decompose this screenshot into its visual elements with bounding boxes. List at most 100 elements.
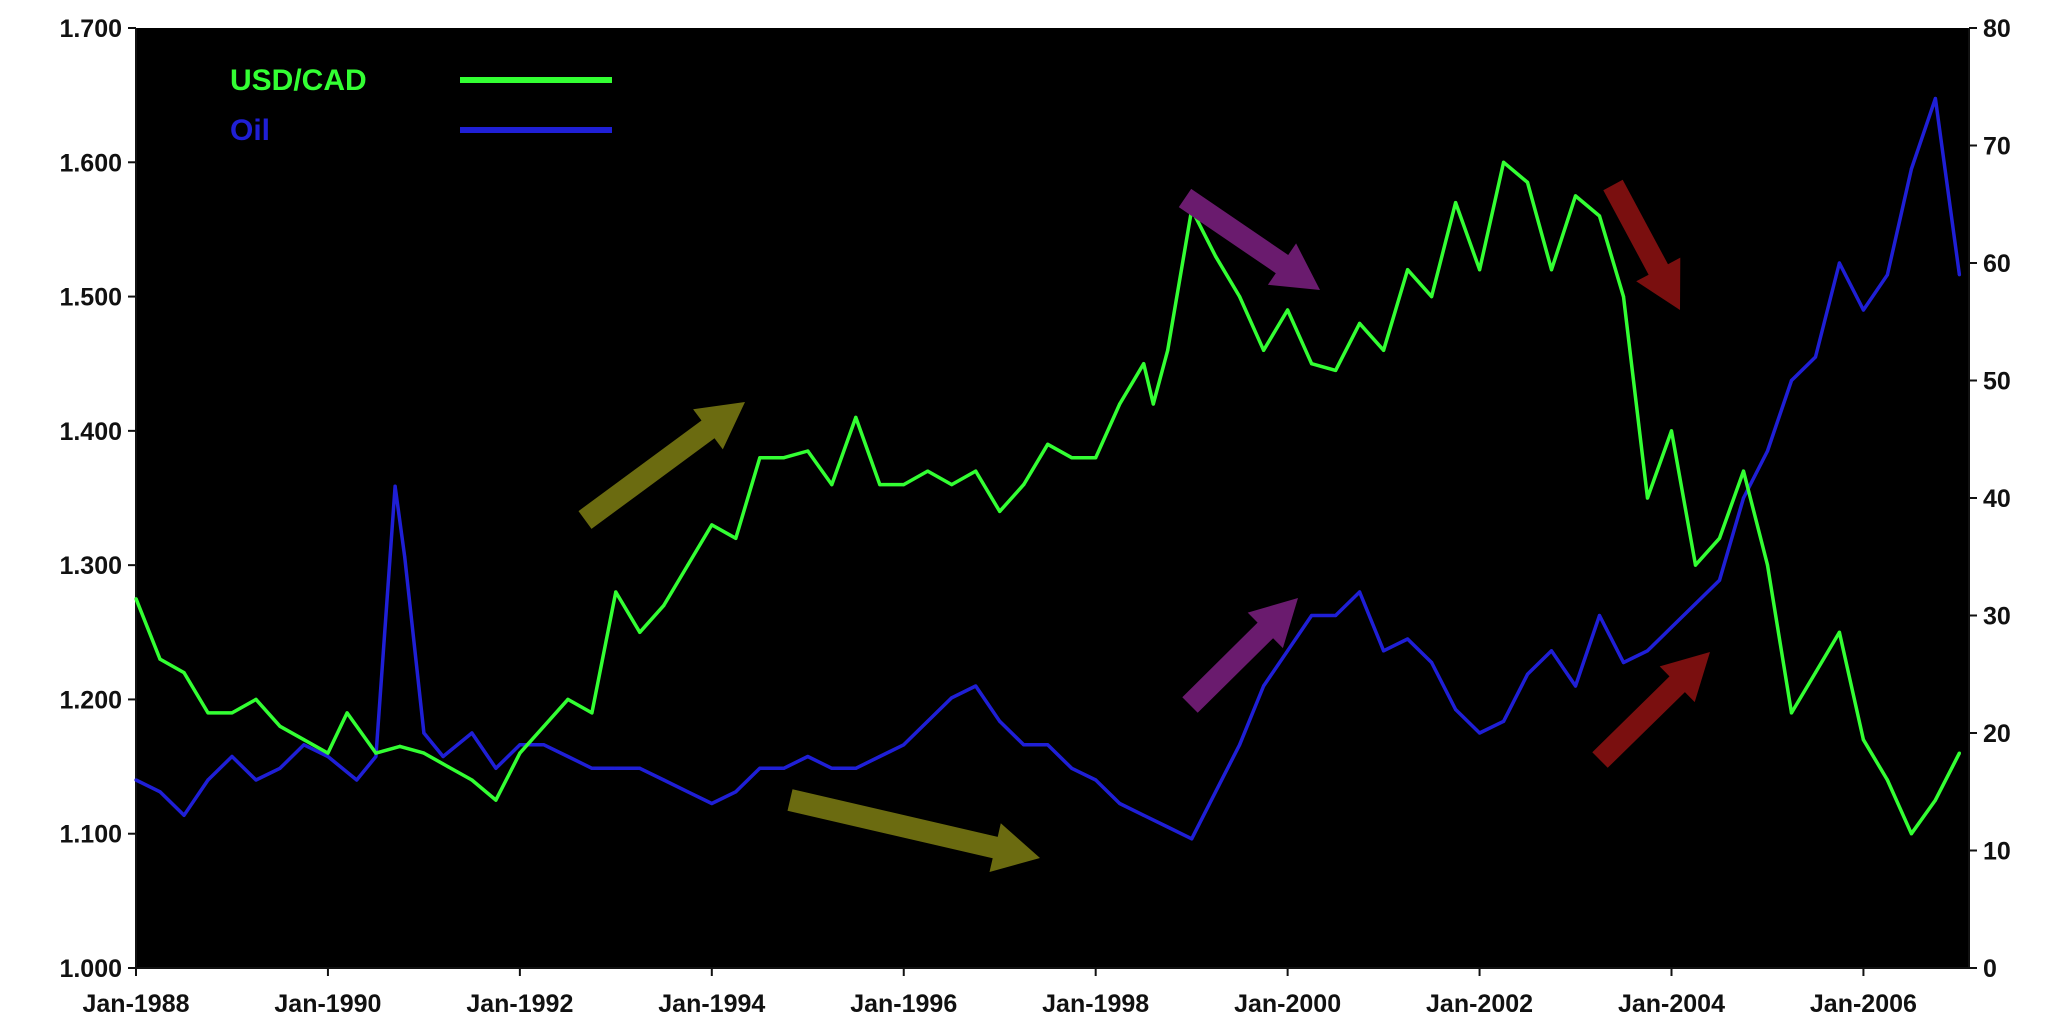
data-point-oil bbox=[1550, 649, 1553, 652]
data-point-usd-cad bbox=[1070, 456, 1073, 459]
data-point-usd-cad bbox=[590, 711, 593, 714]
y-right-tick-label: 0 bbox=[1983, 955, 1997, 983]
data-point-oil bbox=[182, 814, 185, 817]
data-point-oil bbox=[326, 755, 329, 758]
data-point-oil bbox=[1814, 355, 1817, 358]
data-point-usd-cad bbox=[446, 765, 449, 768]
data-point-oil bbox=[1286, 649, 1289, 652]
data-point-usd-cad bbox=[1334, 369, 1337, 372]
data-point-usd-cad bbox=[950, 483, 953, 486]
data-point-usd-cad bbox=[1598, 214, 1601, 217]
data-point-oil bbox=[1118, 802, 1121, 805]
data-point-usd-cad bbox=[566, 698, 569, 701]
data-point-oil bbox=[1742, 496, 1745, 499]
data-point-oil bbox=[1718, 579, 1721, 582]
data-point-oil bbox=[1190, 837, 1193, 840]
data-point-usd-cad bbox=[470, 778, 473, 781]
data-point-oil bbox=[1838, 261, 1841, 264]
data-point-usd-cad bbox=[734, 537, 737, 540]
data-point-usd-cad bbox=[1022, 483, 1025, 486]
data-point-usd-cad bbox=[1886, 778, 1889, 781]
data-point-usd-cad bbox=[974, 470, 977, 473]
legend-label: Oil bbox=[230, 114, 270, 147]
data-point-oil bbox=[1166, 825, 1169, 828]
y-left-tick-label: 1.400 bbox=[59, 418, 122, 446]
plot-area bbox=[136, 28, 1969, 968]
data-point-usd-cad bbox=[1142, 362, 1145, 365]
data-point-oil bbox=[1094, 778, 1097, 781]
data-point-oil bbox=[542, 743, 545, 746]
data-point-oil bbox=[1022, 743, 1025, 746]
x-tick-label: Jan-1994 bbox=[658, 990, 765, 1018]
data-point-usd-cad bbox=[1622, 295, 1625, 298]
data-point-usd-cad bbox=[542, 725, 545, 728]
data-point-oil bbox=[854, 767, 857, 770]
data-point-oil bbox=[1958, 273, 1961, 276]
data-point-oil bbox=[1502, 720, 1505, 723]
data-point-oil bbox=[442, 755, 445, 758]
y-left-tick-label: 1.700 bbox=[59, 15, 122, 43]
data-point-usd-cad bbox=[1478, 268, 1481, 271]
data-point-usd-cad bbox=[686, 564, 689, 567]
data-point-usd-cad bbox=[518, 752, 521, 755]
data-point-oil bbox=[1790, 379, 1793, 382]
y-left-tick-label: 1.100 bbox=[59, 821, 122, 849]
y-right-tick-label: 10 bbox=[1983, 838, 2011, 866]
data-point-usd-cad bbox=[1742, 470, 1745, 473]
y-left-tick-label: 1.300 bbox=[59, 552, 122, 580]
data-point-usd-cad bbox=[1454, 201, 1457, 204]
data-point-usd-cad bbox=[422, 752, 425, 755]
data-point-usd-cad bbox=[398, 745, 401, 748]
data-point-usd-cad bbox=[1166, 349, 1169, 352]
data-point-usd-cad bbox=[1766, 564, 1769, 567]
data-point-oil bbox=[1070, 767, 1073, 770]
x-tick-label: Jan-1998 bbox=[1042, 990, 1149, 1018]
data-point-usd-cad bbox=[998, 510, 1001, 513]
data-point-usd-cad bbox=[614, 590, 617, 593]
data-point-usd-cad bbox=[1574, 194, 1577, 197]
data-point-oil bbox=[278, 767, 281, 770]
data-point-usd-cad bbox=[1262, 349, 1265, 352]
data-point-oil bbox=[638, 767, 641, 770]
data-point-oil bbox=[206, 778, 209, 781]
data-point-usd-cad bbox=[878, 483, 881, 486]
data-point-usd-cad bbox=[374, 752, 377, 755]
data-point-oil bbox=[422, 731, 425, 734]
data-point-oil bbox=[1766, 449, 1769, 452]
data-point-usd-cad bbox=[854, 416, 857, 419]
data-point-oil bbox=[878, 755, 881, 758]
data-point-oil bbox=[1382, 649, 1385, 652]
y-left-tick-label: 1.600 bbox=[59, 149, 122, 177]
data-point-usd-cad bbox=[1152, 402, 1155, 405]
data-point-usd-cad bbox=[1046, 443, 1049, 446]
data-point-oil bbox=[394, 485, 397, 488]
data-point-usd-cad bbox=[638, 631, 641, 634]
data-point-oil bbox=[518, 743, 521, 746]
data-point-oil bbox=[614, 767, 617, 770]
data-point-oil bbox=[403, 555, 406, 558]
data-point-usd-cad bbox=[1094, 456, 1097, 459]
data-point-usd-cad bbox=[1934, 799, 1937, 802]
data-point-usd-cad bbox=[710, 523, 713, 526]
x-tick-label: Jan-1988 bbox=[82, 990, 189, 1018]
data-point-oil bbox=[950, 696, 953, 699]
data-point-oil bbox=[686, 790, 689, 793]
y-right-tick-label: 50 bbox=[1983, 368, 2011, 396]
x-tick-label: Jan-1992 bbox=[466, 990, 573, 1018]
data-point-usd-cad bbox=[230, 711, 233, 714]
data-point-oil bbox=[1694, 602, 1697, 605]
data-point-oil bbox=[1262, 684, 1265, 687]
data-point-oil bbox=[1334, 614, 1337, 617]
data-point-oil bbox=[1214, 790, 1217, 793]
y-left-tick-label: 1.000 bbox=[59, 955, 122, 983]
data-point-oil bbox=[926, 720, 929, 723]
y-right-tick-label: 60 bbox=[1983, 250, 2011, 278]
data-point-usd-cad bbox=[1718, 537, 1721, 540]
data-point-usd-cad bbox=[1238, 295, 1241, 298]
data-point-oil bbox=[566, 755, 569, 758]
data-point-oil bbox=[1046, 743, 1049, 746]
data-point-oil bbox=[1934, 97, 1937, 100]
data-point-usd-cad bbox=[158, 658, 161, 661]
y-right-tick-label: 30 bbox=[1983, 603, 2011, 631]
